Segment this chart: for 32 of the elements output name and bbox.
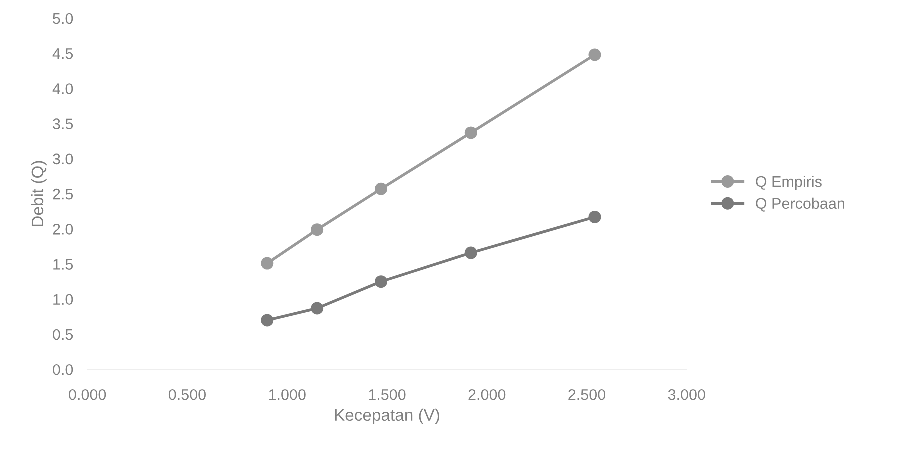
x-tick-label: 3.000 xyxy=(668,389,706,400)
point xyxy=(464,246,478,260)
point xyxy=(311,302,324,315)
point xyxy=(311,224,324,236)
y-tick-label: 5.0 xyxy=(53,13,74,24)
point xyxy=(588,48,602,62)
point xyxy=(374,182,388,196)
point xyxy=(261,257,274,270)
y-tick-label: 1.5 xyxy=(54,259,74,270)
x-tick-label: 2.500 xyxy=(568,389,606,400)
y-tick-label: 2.0 xyxy=(53,224,74,235)
y-tick-label: 3.0 xyxy=(53,154,74,165)
point xyxy=(588,210,602,224)
x-axis-title: Kecepatan (V) xyxy=(335,408,440,424)
legend-label: Q Empiris xyxy=(756,176,822,190)
x-tick-label: 2.000 xyxy=(468,389,506,400)
x-tick-label: 0.000 xyxy=(69,389,106,400)
x-tick-label: 1.000 xyxy=(269,389,306,400)
y-axis-title: Debit (Q) xyxy=(31,161,47,226)
legend-label: Q Percobaan xyxy=(756,198,844,212)
y-tick-label: 3.5 xyxy=(53,118,74,130)
y-tick-label: 0.5 xyxy=(53,329,74,340)
point xyxy=(261,314,274,327)
y-tick-label: 4.0 xyxy=(52,84,74,94)
point xyxy=(374,276,388,288)
y-tick-label: 2.5 xyxy=(53,188,74,200)
y-tick-label: 4.5 xyxy=(52,48,74,60)
x-tick-label: 1.500 xyxy=(369,389,406,400)
x-tick-label: 0.500 xyxy=(168,389,206,400)
point xyxy=(464,126,478,140)
y-tick-label: 1.0 xyxy=(54,294,74,306)
y-tick-label: 0.0 xyxy=(53,364,74,376)
